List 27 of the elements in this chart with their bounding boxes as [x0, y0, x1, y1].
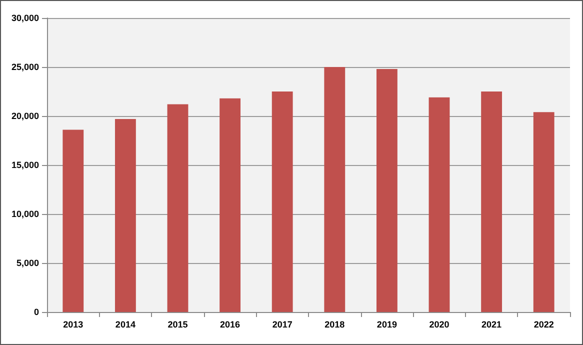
- y-tick-label: 25,000: [11, 62, 39, 72]
- x-tick-label: 2022: [534, 320, 554, 330]
- x-tick-label: 2014: [115, 320, 136, 330]
- bar: [428, 97, 450, 312]
- bar: [324, 67, 346, 312]
- y-tick-label: 15,000: [11, 160, 39, 170]
- bar: [62, 130, 84, 312]
- x-tick-label: 2018: [324, 320, 345, 330]
- x-tick-label: 2021: [482, 320, 502, 330]
- x-tick-label: 2015: [168, 320, 188, 330]
- y-tick-label: 30,000: [11, 13, 39, 23]
- bar: [481, 92, 502, 312]
- bar: [167, 104, 188, 312]
- bar: [533, 112, 554, 312]
- y-tick-label: 10,000: [11, 209, 39, 219]
- bar: [272, 92, 293, 312]
- y-tick-label: 20,000: [11, 111, 39, 121]
- x-tick-label: 2017: [272, 320, 292, 330]
- x-tick-label: 2019: [376, 320, 397, 330]
- x-tick-label: 2016: [220, 320, 240, 330]
- y-tick-label: 0: [34, 307, 39, 317]
- bar: [220, 98, 241, 312]
- y-tick-label: 5,000: [16, 258, 39, 268]
- bar: [114, 118, 136, 312]
- x-tick-label: 2020: [429, 320, 450, 330]
- bar: [376, 68, 398, 312]
- x-tick-label: 2013: [63, 320, 84, 330]
